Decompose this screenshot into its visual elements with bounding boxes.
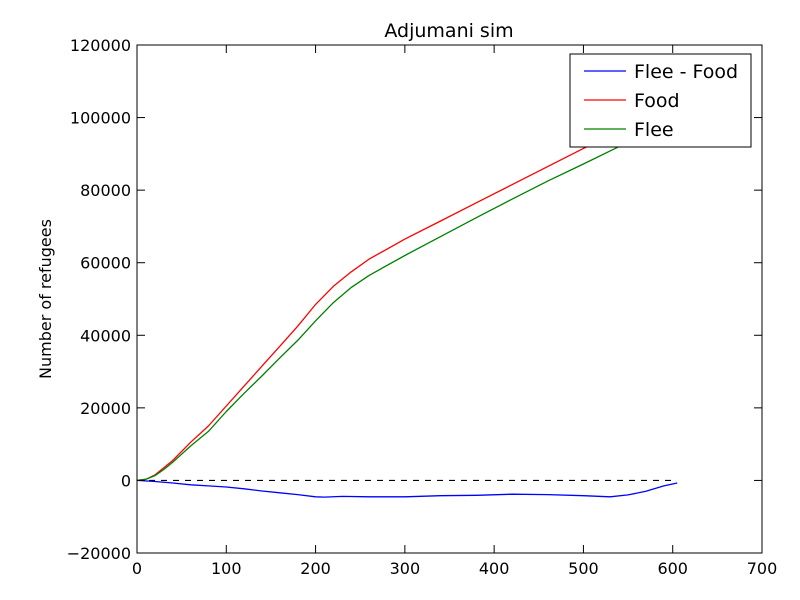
x-tick-label: 400 <box>479 559 510 578</box>
x-tick-label: 100 <box>211 559 242 578</box>
legend-label: Flee <box>634 119 674 141</box>
y-tick-label: 80000 <box>80 181 131 200</box>
chart-title: Adjumani sim <box>384 20 513 42</box>
x-tick-label: 0 <box>132 559 142 578</box>
series-line-flee-food <box>136 479 678 498</box>
x-tick-label: 200 <box>300 559 331 578</box>
y-tick-label: 100000 <box>70 109 131 128</box>
plot-frame <box>136 44 763 554</box>
y-tick-label: 20000 <box>80 399 131 418</box>
y-axis-label: Number of refugees <box>36 219 55 379</box>
legend: Flee - Food Food Flee <box>569 53 752 148</box>
y-tick-label: 40000 <box>80 326 131 345</box>
x-tick-label: 700 <box>747 559 778 578</box>
x-tick-label: 500 <box>568 559 599 578</box>
legend-label: Flee - Food <box>634 61 738 83</box>
legend-label: Food <box>634 90 680 112</box>
x-tick-label: 300 <box>390 559 421 578</box>
y-tick-label: 60000 <box>80 254 131 273</box>
x-tick-label: 600 <box>657 559 688 578</box>
y-tick-label: −20000 <box>67 544 131 563</box>
plot-area: 0 100 200 300 400 500 600 700−20000020000400006… <box>67 36 778 578</box>
series-line-flee <box>136 107 678 482</box>
y-tick-label: 120000 <box>70 36 131 55</box>
series-line-food <box>136 104 678 482</box>
y-tick-label: 0 <box>121 471 131 490</box>
